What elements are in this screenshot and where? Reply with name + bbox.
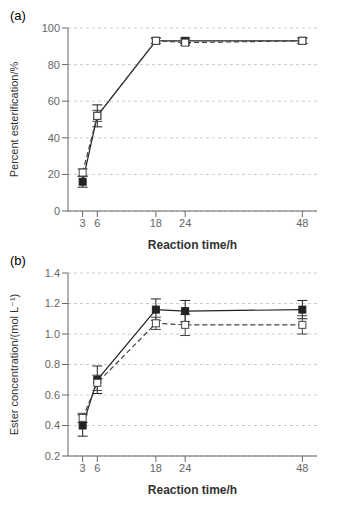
svg-text:0.8: 0.8 [45,358,60,370]
svg-text:1.4: 1.4 [45,267,60,279]
svg-text:Percent esterification/%: Percent esterification/% [8,62,20,178]
svg-text:Ester concentration/(mol L⁻¹): Ester concentration/(mol L⁻¹) [8,294,20,436]
svg-text:60: 60 [48,95,60,107]
svg-text:100: 100 [42,22,60,34]
svg-text:1.2: 1.2 [45,297,60,309]
svg-text:24: 24 [179,462,191,474]
svg-text:48: 48 [296,217,308,229]
html-text:(a): (a) [10,8,26,23]
svg-text:0.2: 0.2 [45,450,60,462]
svg-text:1.0: 1.0 [45,328,60,340]
html-text:(b): (b) [10,253,26,268]
svg-text:48: 48 [296,462,308,474]
svg-text:0: 0 [54,205,60,217]
svg-text:40: 40 [48,132,60,144]
svg-text:0.4: 0.4 [45,419,60,431]
svg-text:3: 3 [80,462,86,474]
svg-text:18: 18 [150,462,162,474]
svg-text:18: 18 [150,217,162,229]
svg-text:Reaction time/h: Reaction time/h [148,483,237,497]
svg-text:3: 3 [80,217,86,229]
svg-text:20: 20 [48,168,60,180]
svg-text:80: 80 [48,59,60,71]
svg-text:Reaction time/h: Reaction time/h [148,238,237,252]
svg-text:6: 6 [94,462,100,474]
svg-text:6: 6 [94,217,100,229]
svg-text:0.6: 0.6 [45,389,60,401]
svg-text:24: 24 [179,217,191,229]
